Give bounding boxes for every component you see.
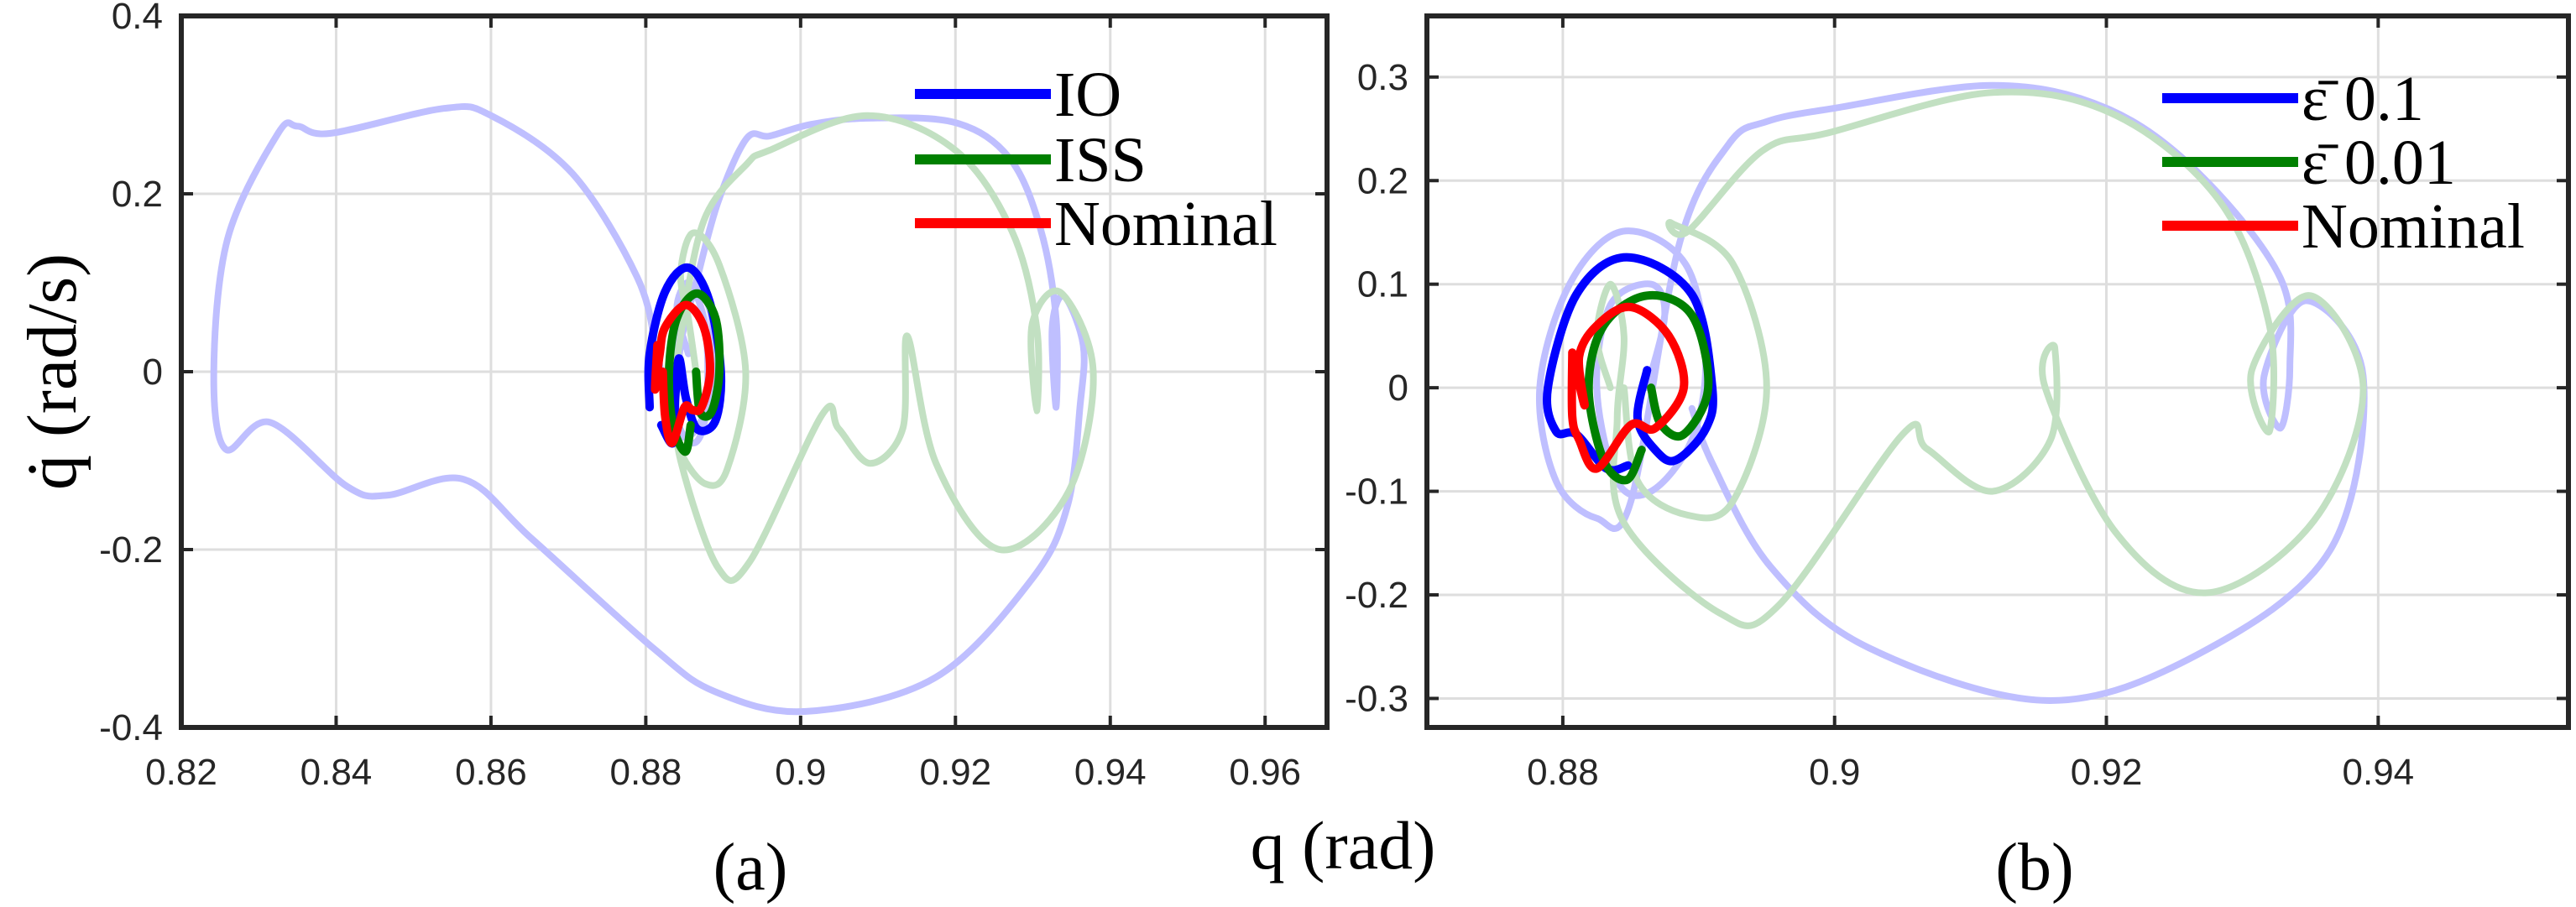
legend-label: Nominal	[1054, 189, 1278, 259]
y-tick-label: -0.2	[1345, 575, 1408, 616]
series-line-io	[644, 263, 726, 448]
phase-plot-a: 0.82 0.84 0.86 0.88 0.9 0.92 0.94 0.96 -0.4 -0.2 0…	[99, 0, 1330, 793]
y-tick-label: 0.4	[112, 0, 163, 37]
axes-box	[1424, 13, 2571, 730]
x-tick-label: 0.96	[1229, 752, 1301, 793]
y-tick-label: 0.1	[1357, 264, 1408, 305]
y-tick-label: -0.4	[99, 707, 163, 748]
legend-label: Nominal	[2302, 191, 2525, 262]
x-axis-label: q (rad)	[1251, 807, 1436, 884]
x-tick-label: 0.88	[1527, 752, 1599, 793]
faded-trajectory-line	[669, 112, 1097, 584]
x-tick-label: 0.86	[455, 752, 527, 793]
legend-label: IO	[1054, 60, 1121, 130]
x-tick-label: 0.92	[919, 752, 991, 793]
x-tick-label: 0.9	[775, 752, 826, 793]
x-tick-label: 0.94	[2343, 752, 2415, 793]
faded-trajectory-line	[1535, 81, 2368, 704]
y-axis-label: q̇ (rad/s)	[13, 253, 91, 490]
faded-trajectory-line	[210, 102, 1088, 716]
x-tick-label: 0.84	[300, 752, 373, 793]
y-tick-label: -0.1	[1345, 472, 1408, 513]
y-tick-label: 0.3	[1357, 57, 1408, 98]
faded-trajectory-line	[1593, 88, 2367, 629]
y-tick-label: -0.3	[1345, 678, 1408, 719]
panel-label-a: (a)	[713, 831, 788, 904]
x-tick-label: 0.92	[2071, 752, 2143, 793]
legend-label: ε̄ 0.01	[2302, 128, 2456, 198]
y-tick-label: -0.2	[99, 529, 163, 571]
series-line--0-1	[1543, 253, 1717, 475]
y-tick-label: 0	[143, 352, 163, 393]
legend-label: ε̄ 0.1	[2302, 64, 2424, 134]
x-tick-label: 0.82	[145, 752, 217, 793]
x-tick-label: 0.88	[610, 752, 682, 793]
y-tick-label: 0.2	[112, 174, 163, 215]
series-line-nominal	[651, 300, 714, 447]
x-tick-label: 0.9	[1809, 752, 1860, 793]
legend-label: ISS	[1054, 125, 1147, 195]
y-tick-label: 0.2	[1357, 160, 1408, 201]
panel-label-b: (b)	[1995, 831, 2073, 904]
x-tick-label: 0.94	[1074, 752, 1147, 793]
series-line-nominal	[1567, 302, 1689, 473]
y-tick-label: 0	[1388, 367, 1408, 409]
phase-plot-b: 0.88 0.9 0.92 0.94 -0.3 -0.2 -0.1 0 0.1 0.2 0.3 ε̄ …	[1345, 13, 2571, 793]
